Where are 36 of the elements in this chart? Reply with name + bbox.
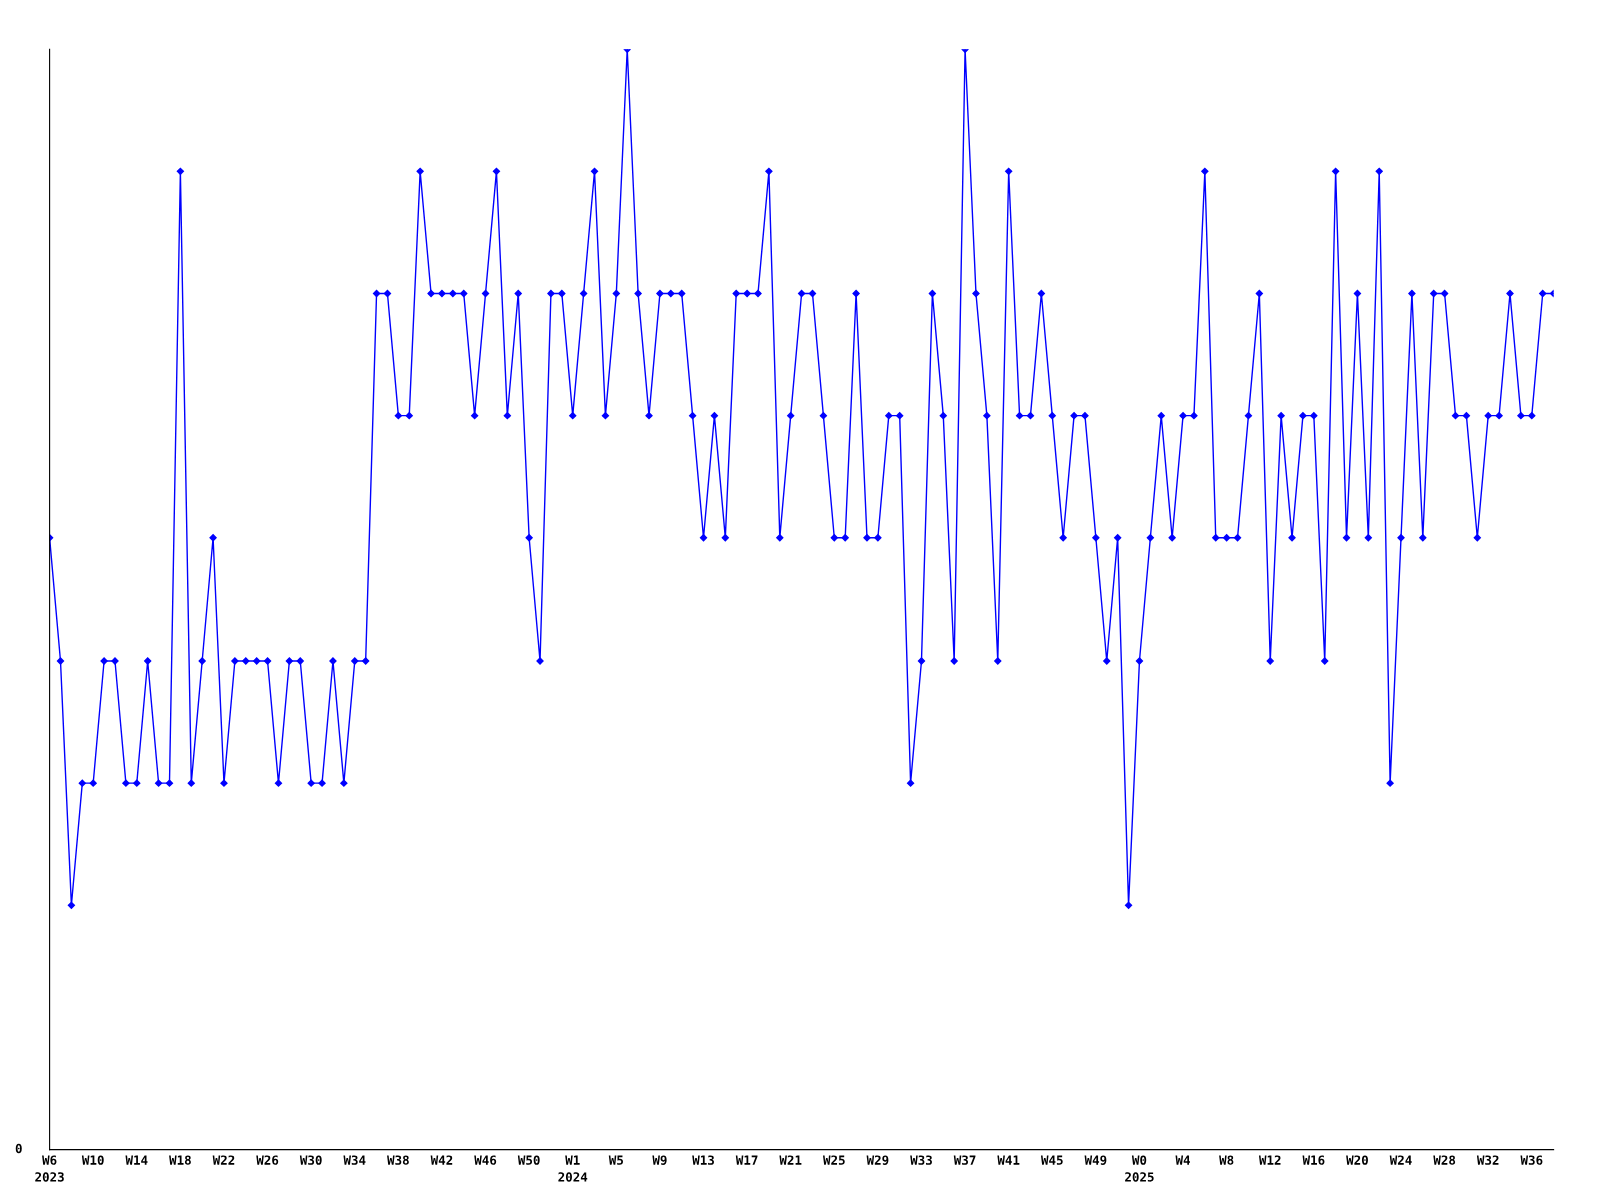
x-tick-label: W36 bbox=[1520, 1155, 1543, 1165]
x-tick-label: W25 bbox=[823, 1155, 845, 1165]
x-tick-label: W34 bbox=[343, 1155, 366, 1165]
x-tick-label: W1 2024 bbox=[558, 1155, 588, 1182]
x-tick-label: W32 bbox=[1476, 1155, 1499, 1165]
x-tick-label: W13 bbox=[692, 1155, 714, 1165]
x-tick-label: W22 bbox=[212, 1155, 235, 1165]
x-tick-label: W28 bbox=[1433, 1155, 1456, 1165]
x-tick-label: W30 bbox=[299, 1155, 322, 1165]
x-tick-label: W37 bbox=[953, 1155, 976, 1165]
x-tick-label: W12 bbox=[1258, 1155, 1281, 1165]
x-tick-label: W50 bbox=[517, 1155, 540, 1165]
x-tick-label: W26 bbox=[256, 1155, 279, 1165]
x-tick-label: W14 bbox=[125, 1155, 148, 1165]
x-tick-label: W42 bbox=[430, 1155, 453, 1165]
x-tick-label: W4 bbox=[1175, 1155, 1191, 1165]
x-tick-label: W46 bbox=[474, 1155, 497, 1165]
x-tick-label: W6 2023 bbox=[35, 1155, 64, 1182]
x-tick-label: W38 bbox=[387, 1155, 409, 1165]
x-tick-label: W21 bbox=[779, 1155, 802, 1165]
x-tick-label: W16 bbox=[1302, 1155, 1325, 1165]
x-tick-label: W20 bbox=[1346, 1155, 1368, 1165]
x-tick-label: W8 bbox=[1219, 1155, 1234, 1165]
x-tick-label: W18 bbox=[169, 1155, 191, 1165]
x-tick-label: W49 bbox=[1084, 1155, 1107, 1165]
x-tick-label: W0 2025 bbox=[1125, 1155, 1154, 1182]
x-tick-label: W29 bbox=[866, 1155, 889, 1165]
x-tick-label: W41 bbox=[997, 1155, 1020, 1165]
x-tick-label: W5 bbox=[608, 1155, 623, 1165]
x-tick-label: W9 bbox=[652, 1155, 667, 1165]
x-tick-label: W33 bbox=[910, 1155, 932, 1165]
x-tick-label: W24 bbox=[1389, 1155, 1412, 1165]
x-tick-label: W45 bbox=[1040, 1155, 1063, 1165]
x-tick-label: W10 bbox=[81, 1155, 104, 1165]
x-tick-label: W17 bbox=[735, 1155, 758, 1165]
text: 0 bbox=[15, 1143, 22, 1154]
